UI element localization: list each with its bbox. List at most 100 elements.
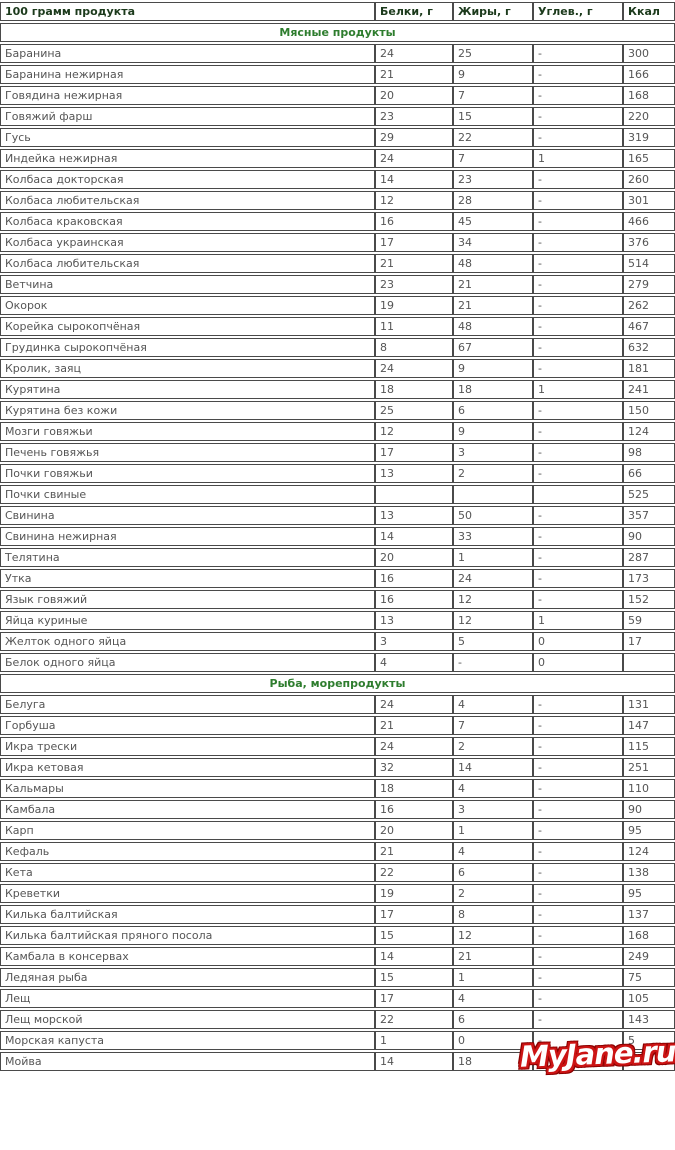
product-name-cell: Грудинка сырокопчёная — [0, 338, 375, 357]
protein-cell: 3 — [375, 632, 453, 651]
table-row: Мозги говяжьи 12 9-124 — [0, 422, 675, 441]
fat-cell: 24 — [453, 569, 533, 588]
kcal-cell: 138 — [623, 863, 675, 882]
protein-cell: 16 — [375, 569, 453, 588]
carbs-cell: - — [533, 821, 623, 840]
protein-cell: 13 — [375, 611, 453, 630]
table-row: Кальмары 18 4-110 — [0, 779, 675, 798]
product-name-cell: Белуга — [0, 695, 375, 714]
table-row: Белуга 24 4-131 — [0, 695, 675, 714]
carbs-cell: - — [533, 65, 623, 84]
product-name-cell: Карп — [0, 821, 375, 840]
fat-cell: 6 — [453, 1010, 533, 1029]
protein-cell: 14 — [375, 170, 453, 189]
carbs-cell: - — [533, 275, 623, 294]
product-name-cell: Колбаса любительская — [0, 191, 375, 210]
carbs-cell: - — [533, 569, 623, 588]
kcal-cell: 260 — [623, 170, 675, 189]
kcal-cell: 59 — [623, 611, 675, 630]
product-name-cell: Лещ — [0, 989, 375, 1008]
protein-cell: 29 — [375, 128, 453, 147]
table-row: Индейка нежирная 24 7 1 165 — [0, 149, 675, 168]
protein-cell: 24 — [375, 149, 453, 168]
table-row: Икра трески 24 2-115 — [0, 737, 675, 756]
table-row: Желток одного яйца 3 5 0 17 — [0, 632, 675, 651]
kcal-cell: 466 — [623, 212, 675, 231]
section-title: Рыба, морепродукты — [0, 674, 675, 693]
protein-cell: 23 — [375, 275, 453, 294]
protein-cell: 17 — [375, 233, 453, 252]
product-name-cell: Кролик, заяц — [0, 359, 375, 378]
table-row: Белок одного яйца 4-0 — [0, 653, 675, 672]
kcal-cell: 287 — [623, 548, 675, 567]
section-header-row: Рыба, морепродукты — [0, 674, 675, 693]
kcal-cell: 143 — [623, 1010, 675, 1029]
product-name-cell: Мойва — [0, 1052, 375, 1071]
protein-cell: 12 — [375, 422, 453, 441]
fat-cell: 6 — [453, 863, 533, 882]
fat-cell: 2 — [453, 884, 533, 903]
carbs-cell: - — [533, 44, 623, 63]
col-header-carbs: Углев., г — [533, 2, 623, 21]
carbs-cell: - — [533, 968, 623, 987]
table-row: Свинина нежирная 14 33-90 — [0, 527, 675, 546]
table-row: Корейка сырокопчёная 11 48-467 — [0, 317, 675, 336]
fat-cell: 4 — [453, 989, 533, 1008]
protein-cell: 32 — [375, 758, 453, 777]
kcal-cell: 251 — [623, 758, 675, 777]
carbs-cell: - — [533, 779, 623, 798]
table-row: Камбала в консервах 14 21-249 — [0, 947, 675, 966]
kcal-cell: 147 — [623, 716, 675, 735]
kcal-cell: 241 — [623, 380, 675, 399]
carbs-cell: - — [533, 170, 623, 189]
kcal-cell: 319 — [623, 128, 675, 147]
kcal-cell: 152 — [623, 590, 675, 609]
product-name-cell: Кефаль — [0, 842, 375, 861]
protein-cell: 20 — [375, 821, 453, 840]
table-row: Колбаса украинская 17 34-376 — [0, 233, 675, 252]
kcal-cell: 166 — [623, 65, 675, 84]
protein-cell: 24 — [375, 695, 453, 714]
kcal-cell: 90 — [623, 527, 675, 546]
kcal-cell: 525 — [623, 485, 675, 504]
product-name-cell: Колбаса украинская — [0, 233, 375, 252]
protein-cell: 21 — [375, 254, 453, 273]
kcal-cell: 357 — [623, 506, 675, 525]
fat-cell: 7 — [453, 149, 533, 168]
carbs-cell: - — [533, 1052, 623, 1071]
fat-cell: 48 — [453, 254, 533, 273]
product-name-cell: Камбала — [0, 800, 375, 819]
fat-cell: 14 — [453, 758, 533, 777]
fat-cell: 12 — [453, 926, 533, 945]
fat-cell: 12 — [453, 590, 533, 609]
fat-cell: 3 — [453, 800, 533, 819]
carbs-cell: 1 — [533, 380, 623, 399]
table-row: Лещ морской 22 6-143 — [0, 1010, 675, 1029]
product-name-cell: Печень говяжья — [0, 443, 375, 462]
kcal-cell: 115 — [623, 737, 675, 756]
protein-cell: 20 — [375, 548, 453, 567]
table-row: Телятина 20 1-287 — [0, 548, 675, 567]
protein-cell: 19 — [375, 296, 453, 315]
carbs-cell: - — [533, 233, 623, 252]
product-name-cell: Горбуша — [0, 716, 375, 735]
carbs-cell: 1 — [533, 611, 623, 630]
kcal-cell: 467 — [623, 317, 675, 336]
carbs-cell: - — [533, 695, 623, 714]
kcal-cell: 131 — [623, 695, 675, 714]
fat-cell: - — [453, 653, 533, 672]
protein-cell: 16 — [375, 800, 453, 819]
table-row: Килька балтийская 17 8-137 — [0, 905, 675, 924]
carbs-cell: 0 — [533, 632, 623, 651]
section-header-row: Мясные продукты — [0, 23, 675, 42]
table-header-row: 100 грамм продукта Белки, г Жиры, г Угле… — [0, 2, 675, 21]
product-name-cell: Лещ морской — [0, 1010, 375, 1029]
table-row: Утка 16 24-173 — [0, 569, 675, 588]
fat-cell: 9 — [453, 359, 533, 378]
kcal-cell: 137 — [623, 905, 675, 924]
carbs-cell: - — [533, 905, 623, 924]
table-row: Почки свиные 525 — [0, 485, 675, 504]
fat-cell: 4 — [453, 695, 533, 714]
protein-cell: 15 — [375, 968, 453, 987]
kcal-cell: 95 — [623, 884, 675, 903]
